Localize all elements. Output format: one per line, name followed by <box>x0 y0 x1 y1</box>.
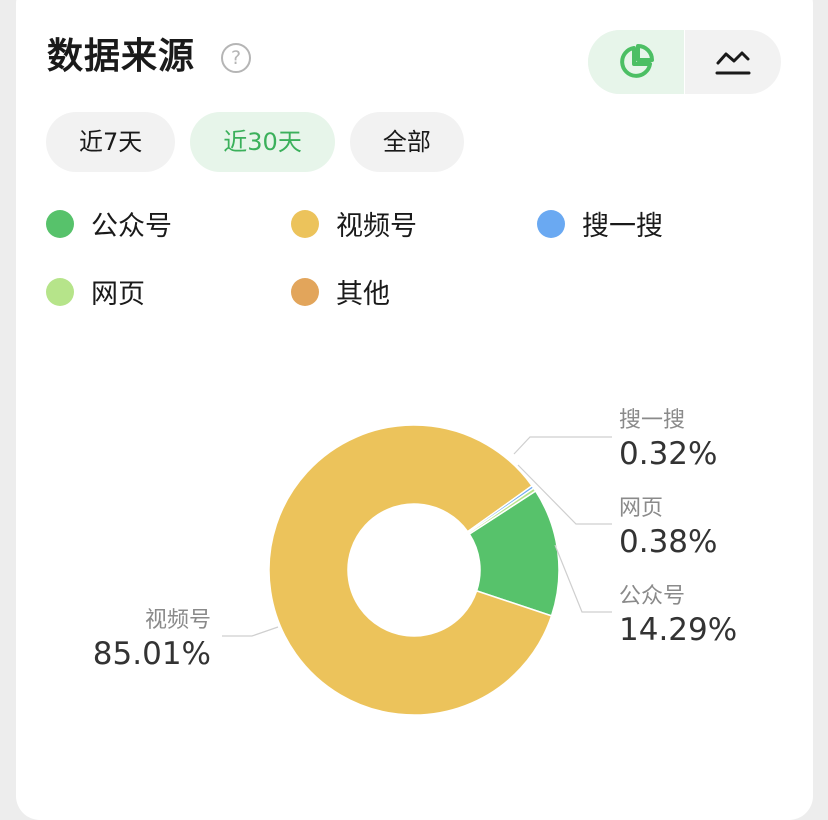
callout-line <box>517 464 612 525</box>
slice-value-label: 85.01% <box>93 636 211 672</box>
tab-7-days[interactable]: 近7天 <box>46 112 176 172</box>
legend-label: 公众号 <box>91 211 172 242</box>
date-range-tabs: 近7天 近30天 全部 <box>46 112 464 172</box>
legend-item-official-account: 公众号 <box>46 204 172 243</box>
help-icon[interactable]: ? <box>221 43 251 73</box>
legend-label: 其他 <box>336 279 390 310</box>
legend-item-channels: 视频号 <box>291 204 417 243</box>
callout-line <box>222 626 279 637</box>
pie-view-button[interactable] <box>588 30 684 94</box>
slice-name-label: 公众号 <box>619 584 685 609</box>
donut-slice[interactable] <box>268 424 553 716</box>
legend-dot <box>46 209 74 238</box>
callout-line <box>554 544 612 613</box>
line-chart-icon <box>715 51 751 75</box>
line-view-button[interactable] <box>685 30 781 94</box>
legend-label: 网页 <box>91 279 145 310</box>
legend-item-search: 搜一搜 <box>537 204 663 243</box>
pie-chart-icon <box>620 44 654 78</box>
legend-item-web: 网页 <box>46 272 145 311</box>
slice-name-label: 视频号 <box>145 608 211 633</box>
legend-dot <box>46 277 74 306</box>
donut-slice[interactable] <box>467 487 537 536</box>
slice-value-label: 0.38% <box>619 524 717 560</box>
slice-name-label: 搜一搜 <box>619 408 685 433</box>
page-title: 数据来源 <box>47 36 196 77</box>
callout-line <box>513 436 612 455</box>
slice-name-label: 网页 <box>619 496 663 521</box>
slice-value-label: 14.29% <box>619 612 737 648</box>
legend-label: 搜一搜 <box>582 211 663 242</box>
tab-all[interactable]: 全部 <box>349 112 464 172</box>
legend-dot <box>291 277 319 306</box>
legend-label: 视频号 <box>336 211 417 242</box>
tab-30-days[interactable]: 近30天 <box>190 112 335 172</box>
chart-view-toggle <box>588 30 781 94</box>
legend-item-other: 其他 <box>291 272 390 311</box>
legend-dot <box>537 209 565 238</box>
slice-value-label: 0.32% <box>619 436 717 472</box>
legend-dot <box>291 209 319 238</box>
